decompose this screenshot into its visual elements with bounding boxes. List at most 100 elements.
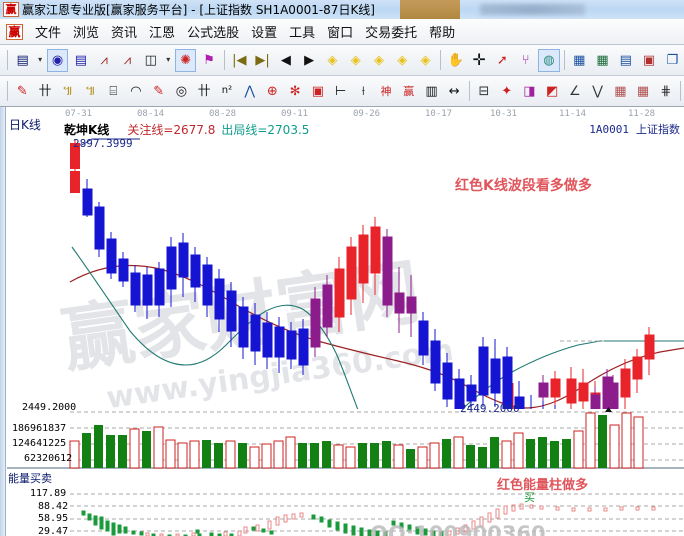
prev-icon[interactable]: ◀ [280,52,291,68]
note-bottom: 红色能量柱做多 [497,478,589,493]
fan-tool-icon[interactable]: ⑂ [521,52,530,68]
crosshair-icon[interactable]: ✛ [472,50,486,69]
save-icon[interactable]: ▣ [642,52,656,68]
energy-candles-red [145,503,656,536]
rays-red-icon[interactable]: ✦ [501,83,513,99]
menu-item-trade[interactable]: 交易委托 [365,26,418,41]
diamond-both-icon[interactable]: ◈ [373,52,384,68]
spider-icon[interactable]: ✻ [289,83,301,99]
square-n2-icon[interactable]: n² [221,85,233,96]
low-price-annotation: 2449.2000 [460,402,520,415]
grid-lines-2-icon[interactable]: 卄 [197,83,211,99]
energy-panel [70,493,684,536]
grid-table-icon[interactable]: ▦ [596,52,609,68]
diamond-right-icon[interactable]: ◈ [350,52,361,68]
menu-item-gann[interactable]: 江恩 [149,26,176,41]
grid-red-icon[interactable]: ▦ [614,83,627,99]
indicator-9-icon[interactable]: ⩘ [123,52,132,68]
exit-line-label: 出局线=2703.5 [221,123,310,137]
hand-pan-icon[interactable]: ✋ [447,52,464,68]
volume-axis-label-0: 186961837 [12,423,67,434]
column-icon[interactable]: ◫ [144,52,157,68]
circle-tool-icon[interactable]: ◎ [175,83,188,99]
target-red-icon[interactable]: ⊕ [266,83,278,99]
window-split-icon[interactable]: ⊟ [478,83,490,99]
energy-axis-label-0: 117.89 [30,488,67,499]
k-line-panel [69,138,684,409]
grid-lines-icon[interactable]: 卄 [38,83,52,99]
diamond-move-icon[interactable]: ◈ [420,52,431,68]
zigzag-icon[interactable]: ⋁ [592,83,603,99]
candle-group-red-2 [334,217,381,332]
menu-item-tools[interactable]: 工具 [289,26,316,41]
globe-market-icon[interactable]: ◉ [46,48,69,72]
spiral-icon[interactable]: ◠ [130,83,142,99]
trend-lines-icon[interactable]: ⋕ [660,83,672,99]
toolbar-separator-4 [563,50,565,70]
copy-icon[interactable]: ❐ [666,52,679,68]
box-diag-icon[interactable]: ◩ [545,83,559,99]
candle-group-blue-2 [418,312,532,409]
indicator-3-icon[interactable]: ⩘ [100,52,108,68]
tick-icon[interactable]: ⟊ [361,83,365,99]
box-rays-icon[interactable]: ◨ [523,83,536,99]
panel-label-daily-k: 日K线 [9,118,41,132]
chart-header-info: 乾坤K线 关注线=2677.8 出局线=2703.5 [64,121,309,138]
app-logo-icon: 赢 [3,2,19,17]
calendar-21-icon[interactable]: ▦ [573,52,586,68]
date-tick-8: 11-28 [628,109,656,119]
angle-tool-icon[interactable]: ⋀ [244,83,255,99]
candle-group-blue-1 [82,179,309,375]
pencil-red-icon[interactable]: ✎ [16,83,28,99]
menu-item-news[interactable]: 资讯 [111,26,138,41]
chart-canvas[interactable]: 赢家财富网 www.yingjia360.com 07-31 08-14 08-… [0,107,684,536]
fibonacci-icon[interactable]: ⌸ [109,83,118,99]
gann-gold-2-icon[interactable]: ៕ [85,83,96,99]
diamond-cross-icon[interactable]: ◈ [397,52,408,68]
brain-icon[interactable]: ◍ [538,48,560,72]
first-page-icon[interactable]: |◀ [232,52,247,68]
candle-group-purple-2 [382,229,417,337]
date-axis: 07-31 08-14 08-28 09-11 09-26 10-17 10-3… [0,109,684,121]
gann-gold-1-icon[interactable]: ៕ [62,83,74,99]
measure-icon[interactable]: ⊢ [334,83,347,99]
date-tick-1: 08-14 [137,109,165,119]
candle-group-red-3 [550,371,561,407]
box-red-icon[interactable]: ▣ [311,83,324,99]
menu-item-settings[interactable]: 设置 [251,26,278,41]
ruler-123-icon[interactable]: ▥ [425,83,438,99]
menu-item-help[interactable]: 帮助 [429,26,456,41]
diag-lines-icon[interactable]: ∠ [569,83,581,99]
grid-red-2-icon[interactable]: ▦ [636,83,650,99]
draw-arrow-icon[interactable]: ➚ [496,52,508,68]
dropdown-caret-icon[interactable]: ▾ [38,55,43,64]
span-icon[interactable]: ↔ [448,83,460,99]
ying-icon[interactable]: 赢 [403,84,415,98]
menu-item-formula-stock-picking[interactable]: 公式选股 [187,26,240,41]
last-page-icon[interactable]: ▶| [255,52,270,68]
date-tick-6: 10-31 [490,109,518,119]
dropdown-caret-icon-2[interactable]: ▾ [166,55,171,64]
high-price-annotation: 2897.3999 [73,137,133,150]
diamond-left-icon[interactable]: ◈ [327,52,338,68]
shen-icon[interactable]: 神 [380,84,392,98]
candle-group-purple-1 [310,275,333,357]
menu-item-file[interactable]: 文件 [35,26,62,41]
menu-item-window[interactable]: 窗口 [327,26,354,41]
window-title-bar: 赢 赢家江恩专业版[赢家服务平台] - [上证指数 SH1A0001-87日K线… [0,0,684,19]
calendar-period-icon[interactable]: ▤ [16,52,29,68]
flag-color-icon[interactable]: ⚑ [203,52,215,68]
report-icon[interactable]: ▤ [74,52,88,68]
date-tick-3: 09-11 [281,109,309,119]
energy-candles-green [81,510,444,536]
next-icon[interactable]: ▶ [304,52,315,68]
candle-group-blue-3 [530,395,556,409]
pencil-2-icon[interactable]: ✎ [153,83,165,99]
gann-fan-icon[interactable]: ✺ [175,48,197,72]
candle-group-purple-3 [538,375,549,409]
list-icon[interactable]: ▤ [619,52,632,68]
chart-plot-layer [7,138,684,536]
menu-item-browse[interactable]: 浏览 [73,26,100,41]
toolbar2-separator-3 [680,81,682,101]
toolbar-separator-3 [440,50,442,70]
